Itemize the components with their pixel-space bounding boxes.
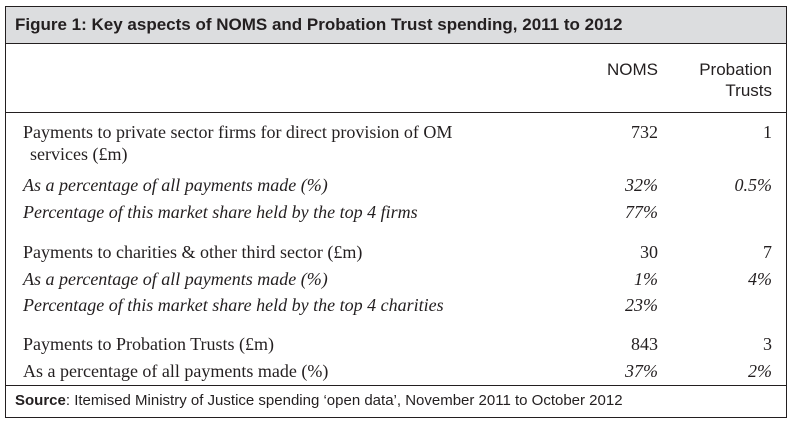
probation-value: 3 [763, 334, 772, 354]
header-divider [6, 112, 786, 113]
row-label: Percentage of this market share held by … [23, 202, 418, 222]
noms-value: 732 [631, 122, 658, 142]
noms-value: 37% [625, 361, 658, 381]
noms-value: 30 [640, 242, 658, 262]
noms-value: 32% [625, 175, 658, 195]
column-header-probation-line1: Probation [699, 60, 772, 79]
source-text: : Itemised Ministry of Justice spending … [65, 392, 623, 409]
row-label: As a percentage of all payments made (%) [23, 361, 329, 381]
figure-box: Figure 1: Key aspects of NOMS and Probat… [5, 6, 787, 418]
noms-value: 1% [634, 269, 658, 289]
source-label: Source [15, 392, 66, 409]
probation-value: 4% [748, 269, 772, 289]
probation-value: 2% [748, 361, 772, 381]
column-header-probation-line2: Trusts [725, 81, 772, 100]
figure-title: Figure 1: Key aspects of NOMS and Probat… [15, 15, 623, 34]
probation-value: 7 [763, 242, 772, 262]
row-label: Payments to charities & other third sect… [23, 242, 363, 262]
row-label: Payments to private sector firms for dir… [23, 122, 453, 142]
probation-value: 1 [763, 122, 772, 142]
probation-value: 0.5% [734, 175, 773, 195]
title-bar: Figure 1: Key aspects of NOMS and Probat… [6, 7, 786, 44]
noms-value: 23% [625, 295, 658, 315]
noms-value: 77% [625, 202, 658, 222]
row-label: Payments to Probation Trusts (£m) [23, 334, 275, 354]
column-header-noms: NOMS [607, 60, 658, 79]
row-label: As a percentage of all payments made (%) [23, 175, 328, 195]
column-header-probation-trusts: Probation Trusts [662, 59, 772, 101]
source-note: Source: Itemised Ministry of Justice spe… [15, 392, 623, 409]
row-label: Percentage of this market share held by … [23, 295, 444, 315]
noms-value: 843 [631, 334, 658, 354]
footer-divider [6, 385, 786, 386]
row-label: As a percentage of all payments made (%) [23, 269, 328, 289]
row-label: services (£m) [30, 144, 128, 164]
